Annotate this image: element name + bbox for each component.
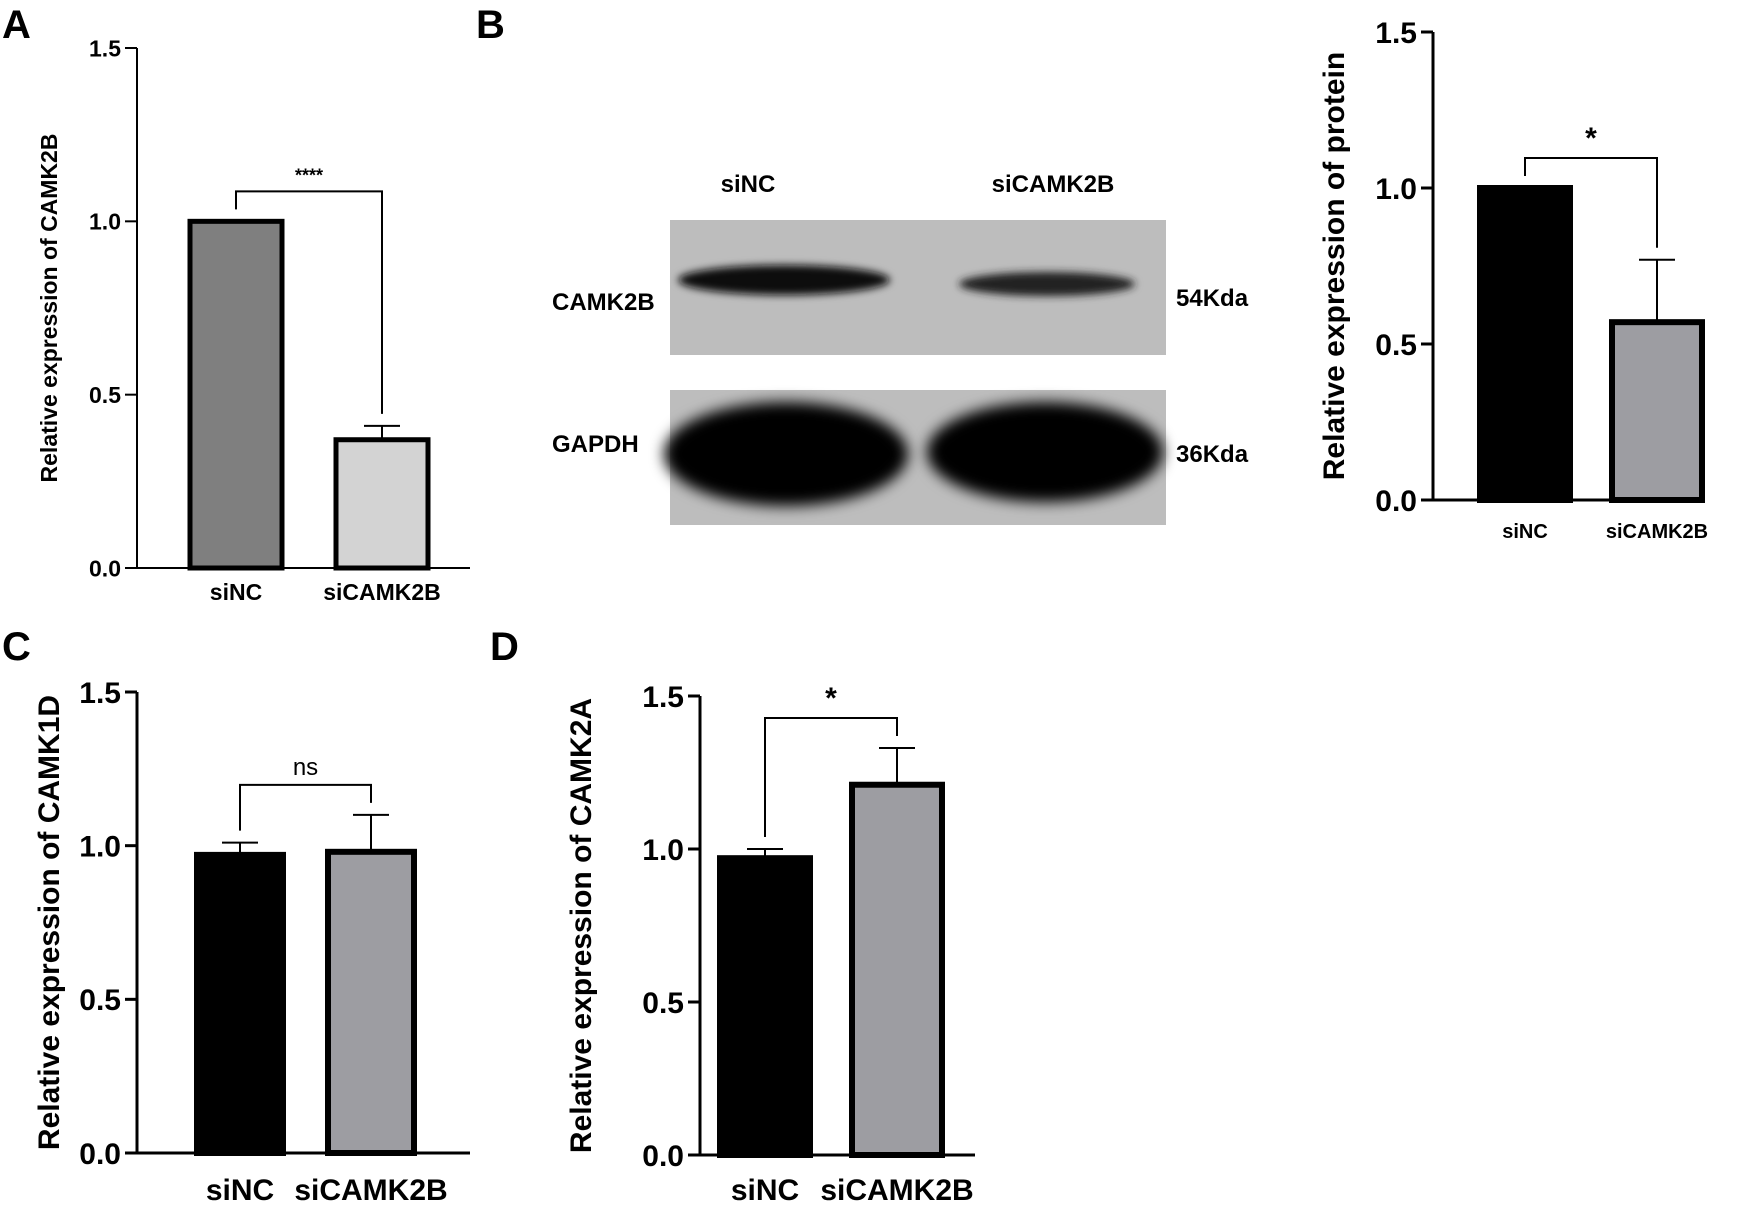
chart-c-y-axis-title: Relative expression of CAMK1D xyxy=(33,695,66,1150)
chart-a-significance-bracket xyxy=(235,190,383,414)
chart-d-category-label-1: siCAMK2B xyxy=(820,1174,973,1207)
blot-size-label-54kda: 54Kda xyxy=(1176,285,1249,312)
chart-c-significance-label: ns xyxy=(293,754,318,781)
chart-a: 0.0 0.5 1.0 1.5 Relative expression of CAMK2… xyxy=(36,35,470,605)
chart-d-y-axis-title: Relative expression of CAMK2A xyxy=(565,698,598,1153)
chart-b-y-tick-label: 0.0 xyxy=(1375,485,1417,518)
chart-c-y-tick-label: 0.5 xyxy=(79,984,121,1017)
blot-protein-label-gapdh: GAPDH xyxy=(552,431,639,458)
chart-d-y-tick-label: 0.5 xyxy=(642,987,684,1020)
chart-c-y-tick-label: 1.5 xyxy=(79,677,121,710)
chart-d-significance-bracket xyxy=(764,717,898,837)
chart-c: 0.0 0.5 1.0 1.5 Relative expression of CAMK1… xyxy=(33,677,470,1207)
chart-b-bar-1 xyxy=(1609,319,1705,503)
chart-b-y-tick-label: 1.5 xyxy=(1375,17,1417,50)
chart-c-y-tick-label: 0.0 xyxy=(79,1138,121,1171)
chart-d-category-label-0: siNC xyxy=(731,1174,799,1207)
blot-strip-camk2b xyxy=(670,220,1166,355)
chart-b-y-tick-label: 1.0 xyxy=(1375,173,1417,206)
chart-a-y-axis-title: Relative expression of CAMK2B xyxy=(36,134,62,483)
panel-letter-c: C xyxy=(2,625,31,669)
chart-d: 0.0 0.5 1.0 1.5 Relative expression of CAMK2… xyxy=(565,681,975,1207)
chart-d-significance-label: * xyxy=(825,682,837,715)
chart-c-bar-1 xyxy=(325,848,417,1157)
chart-a-y-tick-label: 1.0 xyxy=(89,209,121,235)
chart-d-y-tick-label: 1.0 xyxy=(642,834,684,867)
chart-c-y-tick-label: 1.0 xyxy=(79,830,121,863)
chart-c-category-label-0: siNC xyxy=(206,1174,274,1207)
chart-b-bar-0 xyxy=(1477,185,1573,503)
chart-a-category-label-1: siCAMK2B xyxy=(323,579,441,605)
blot-protein-label-camk2b: CAMK2B xyxy=(552,289,655,316)
panel-letter-d: D xyxy=(490,625,519,669)
chart-d-y-tick-label: 0.0 xyxy=(642,1140,684,1173)
chart-a-significance-label: **** xyxy=(295,165,323,185)
chart-a-bar-1 xyxy=(333,437,431,571)
blot-size-label-36kda: 36Kda xyxy=(1176,441,1249,468)
chart-c-significance-bracket xyxy=(239,783,372,831)
chart-b-category-label-1: siCAMK2B xyxy=(1606,521,1708,543)
chart-a-y-tick-label: 0.5 xyxy=(89,382,121,408)
chart-a-y-tick-label: 0.0 xyxy=(89,555,121,581)
blot-lane-label-sicamk2b: siCAMK2B xyxy=(992,171,1115,198)
chart-b-significance-label: * xyxy=(1585,122,1597,155)
panel-letter-b: B xyxy=(476,3,505,47)
chart-b-y-axis-title: Relative expression of protein xyxy=(1318,52,1351,480)
chart-a-category-label-0: siNC xyxy=(210,579,262,605)
panel-letter-a: A xyxy=(2,3,31,47)
chart-b: 0.0 0.5 1.0 1.5 Relative expression of prote… xyxy=(1318,17,1708,543)
chart-c-bar-0 xyxy=(194,851,286,1156)
western-blot: siNC siCAMK2B CAMK2B GAPDH 54Kda 36Kda xyxy=(552,171,1249,525)
chart-d-bar-0 xyxy=(717,855,813,1158)
chart-b-category-label-0: siNC xyxy=(1502,521,1548,543)
chart-d-bar-1 xyxy=(849,781,945,1158)
chart-a-bar-0 xyxy=(187,218,285,571)
chart-b-y-tick-label: 0.5 xyxy=(1375,329,1417,362)
chart-b-significance-bracket xyxy=(1524,157,1658,248)
blot-lane-label-sinc: siNC xyxy=(721,171,776,198)
chart-d-y-tick-label: 1.5 xyxy=(642,681,684,714)
chart-c-category-label-1: siCAMK2B xyxy=(294,1174,447,1207)
blot-strip-gapdh xyxy=(664,390,1166,525)
chart-a-y-tick-label: 1.5 xyxy=(89,35,121,61)
